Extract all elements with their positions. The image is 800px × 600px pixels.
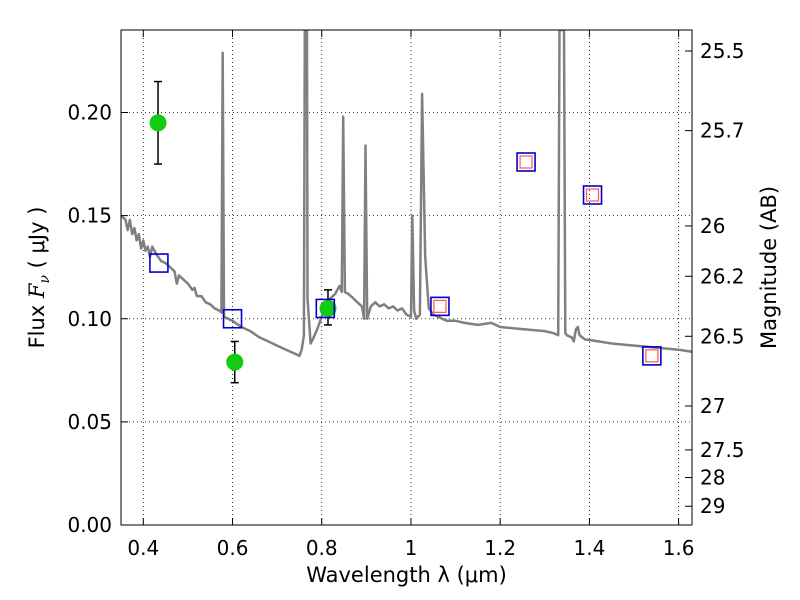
spectrum-layer xyxy=(121,30,692,358)
spectrum-line xyxy=(121,30,692,358)
y-axis-label: Flux Fν ( μJy ) xyxy=(25,207,53,349)
x-tick-label: 0.6 xyxy=(217,536,249,560)
observed-flux-point xyxy=(319,299,337,317)
axis-ticks: 0.4 0.6 0.8 1 1.2 1.4 1.6 0.00 0.05 0.10 0.15 0.20 2… xyxy=(67,30,745,560)
y2-tick-label: 26 xyxy=(700,214,725,238)
model-photometry-square xyxy=(149,253,169,273)
model-photometry-square xyxy=(315,298,336,319)
observed-flux-point xyxy=(226,353,244,371)
y2-tick-label: 27 xyxy=(700,394,725,418)
y2-tick-label: 29 xyxy=(700,494,725,518)
model-photometry-inner-square xyxy=(433,299,447,313)
y2-tick-label: 26.2 xyxy=(700,264,745,288)
grid-lines xyxy=(121,30,692,526)
y-tick-label: 0.15 xyxy=(67,204,112,228)
y-axis-label-subscript: ν xyxy=(37,275,53,284)
y2-tick-label: 25.7 xyxy=(700,119,745,143)
model-photometry-square xyxy=(430,296,450,317)
x-tick-label: 0.8 xyxy=(306,536,338,560)
y-axis-label-suffix: ( μJy ) xyxy=(25,207,49,275)
model-photometry-square xyxy=(516,152,536,172)
marker-layer xyxy=(149,80,662,384)
model-photometry-inner-square xyxy=(519,155,533,169)
model-photometry-square xyxy=(222,308,243,329)
y-axis-label-variable: F xyxy=(25,282,49,299)
y-tick-label: 0.20 xyxy=(67,101,112,125)
x-axis-label: Wavelength λ (μm) xyxy=(306,563,507,587)
model-photometry-square xyxy=(642,346,662,366)
x-tick-label: 1.2 xyxy=(484,536,516,560)
y-tick-label: 0.10 xyxy=(67,307,112,331)
model-photometry-square xyxy=(582,185,603,205)
y2-tick-label: 28 xyxy=(700,466,725,490)
y2-axis-label: Magnitude (AB) xyxy=(757,186,781,349)
x-tick-label: 1 xyxy=(405,536,418,560)
y-tick-label: 0.00 xyxy=(67,513,112,537)
model-photometry-inner-square xyxy=(585,188,600,202)
y-tick-label: 0.05 xyxy=(67,410,112,434)
y2-tick-label: 26.5 xyxy=(700,324,745,348)
x-tick-label: 1.4 xyxy=(573,536,605,560)
y-axis-label-prefix: Flux xyxy=(25,298,49,348)
plot-frame xyxy=(120,29,693,526)
x-tick-label: 0.4 xyxy=(127,536,159,560)
y2-tick-label: 25.5 xyxy=(700,39,745,63)
model-photometry-inner-square xyxy=(645,349,659,363)
x-tick-label: 1.6 xyxy=(663,536,695,560)
y2-tick-label: 27.5 xyxy=(700,438,745,462)
observed-flux-point xyxy=(149,114,167,132)
